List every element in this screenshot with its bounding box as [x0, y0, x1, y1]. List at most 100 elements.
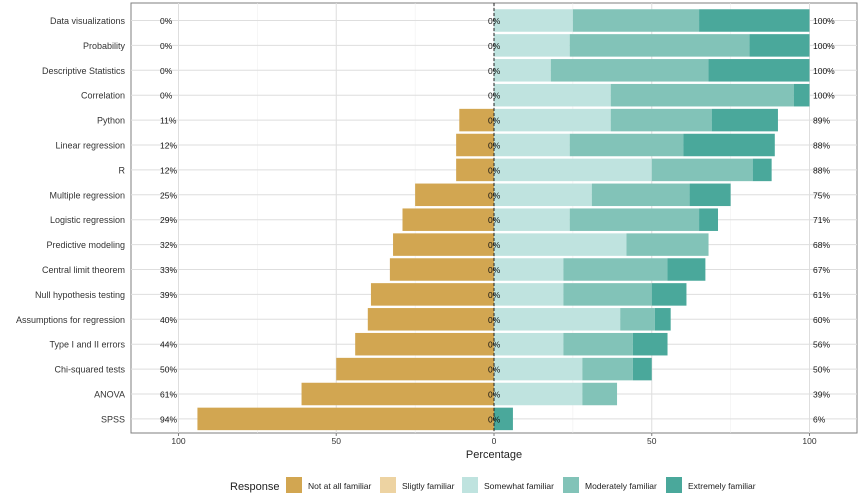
- bar-segment-moderately-familiar: [582, 357, 633, 381]
- center-percent-label: 0%: [488, 290, 501, 300]
- left-percent-label: 33%: [160, 265, 177, 275]
- right-percent-label: 71%: [813, 215, 830, 225]
- left-percent-label: 12%: [160, 165, 177, 175]
- bar-segment-extremely-familiar: [667, 258, 706, 281]
- legend-swatch-not-at-all-familiar: [286, 477, 302, 493]
- bar-segment-moderately-familiar: [550, 59, 709, 82]
- y-tick-label: Python: [97, 116, 125, 126]
- bar-segment-not-at-all-familiar: [370, 283, 494, 306]
- center-percent-label: 0%: [488, 165, 501, 175]
- x-tick-label: 100: [171, 436, 185, 446]
- bar-segment-extremely-familiar: [699, 208, 719, 231]
- bar-segment-moderately-familiar: [610, 83, 794, 107]
- bar-segment-extremely-familiar: [632, 332, 668, 356]
- left-percent-label: 25%: [160, 190, 177, 200]
- y-tick-label: Multiple regression: [49, 190, 125, 200]
- bar-segment-somewhat-familiar: [494, 59, 551, 82]
- left-percent-label: 0%: [160, 66, 173, 76]
- right-percent-label: 89%: [813, 116, 830, 126]
- bar-segment-somewhat-familiar: [494, 308, 621, 331]
- bar-segment-extremely-familiar: [689, 183, 731, 207]
- left-percent-label: 50%: [160, 365, 177, 375]
- bar-segment-moderately-familiar: [610, 108, 712, 132]
- bar-segment-moderately-familiar: [651, 158, 753, 182]
- left-percent-label: 29%: [160, 215, 177, 225]
- bar-segment-moderately-familiar: [620, 308, 655, 331]
- bar-segment-somewhat-familiar: [494, 183, 592, 207]
- right-percent-label: 50%: [813, 365, 830, 375]
- right-percent-label: 56%: [813, 340, 830, 350]
- y-tick-label: Central limit theorem: [42, 265, 125, 275]
- left-percent-label: 11%: [160, 116, 177, 126]
- y-tick-label: Descriptive Statistics: [42, 66, 126, 76]
- right-percent-label: 88%: [813, 165, 830, 175]
- right-percent-label: 75%: [813, 190, 830, 200]
- bar-segment-somewhat-familiar: [494, 9, 573, 32]
- bar-segment-extremely-familiar: [749, 34, 810, 57]
- right-percent-label: 60%: [813, 315, 830, 325]
- y-tick-label: Logistic regression: [50, 215, 125, 225]
- right-percent-label: 100%: [813, 66, 835, 76]
- x-tick-label: 50: [332, 436, 342, 446]
- right-percent-label: 100%: [813, 41, 835, 51]
- legend-label: Moderately familiar: [585, 481, 657, 491]
- bar-segment-moderately-familiar: [591, 183, 690, 207]
- y-tick-label: Data visualizations: [50, 16, 126, 26]
- left-percent-label: 12%: [160, 141, 177, 151]
- bar-segment-somewhat-familiar: [494, 208, 570, 231]
- bar-segment-somewhat-familiar: [494, 258, 564, 281]
- left-percent-label: 94%: [160, 414, 177, 424]
- left-percent-label: 0%: [160, 41, 173, 51]
- bar-segment-extremely-familiar: [708, 59, 810, 82]
- center-percent-label: 0%: [488, 390, 501, 400]
- center-percent-label: 0%: [488, 66, 501, 76]
- bar-segment-extremely-familiar: [711, 108, 778, 132]
- bar-segment-moderately-familiar: [582, 382, 618, 406]
- center-percent-label: 0%: [488, 116, 501, 126]
- center-percent-label: 0%: [488, 365, 501, 375]
- right-percent-label: 100%: [813, 16, 835, 26]
- bar-segment-somewhat-familiar: [494, 382, 583, 406]
- y-axis-labels: Data visualizations Probability Descriptiv…: [16, 16, 126, 424]
- y-tick-label: R: [119, 165, 126, 175]
- bar-segment-not-at-all-familiar: [355, 332, 494, 356]
- y-tick-label: Null hypothesis testing: [35, 290, 125, 300]
- right-percent-label: 39%: [813, 390, 830, 400]
- bar-segment-not-at-all-familiar: [456, 158, 494, 182]
- center-percent-label: 0%: [488, 215, 501, 225]
- center-percent-label: 0%: [488, 16, 501, 26]
- x-axis-ticks: 100 50 0 50 100: [171, 433, 817, 446]
- bar-segment-not-at-all-familiar: [456, 133, 494, 157]
- bar-segment-extremely-familiar: [699, 9, 810, 32]
- bar-segment-not-at-all-familiar: [415, 183, 494, 207]
- y-tick-label: ANOVA: [94, 390, 125, 400]
- bar-segment-somewhat-familiar: [494, 233, 627, 256]
- bar-segment-not-at-all-familiar: [336, 357, 494, 381]
- center-percent-label: 0%: [488, 240, 501, 250]
- bar-segment-moderately-familiar: [572, 9, 700, 32]
- bar-segment-not-at-all-familiar: [197, 407, 494, 431]
- bar-segment-not-at-all-familiar: [402, 208, 494, 231]
- bar-segment-moderately-familiar: [563, 258, 668, 281]
- bar-segment-extremely-familiar: [654, 308, 671, 331]
- right-percent-label: 67%: [813, 265, 830, 275]
- x-axis-title: Percentage: [466, 449, 522, 461]
- bar-segment-moderately-familiar: [569, 133, 684, 157]
- center-percent-label: 0%: [488, 141, 501, 151]
- legend-label: Not at all familiar: [308, 481, 371, 491]
- legend-swatch-sligtly-familiar: [380, 477, 396, 493]
- y-tick-label: Probability: [83, 41, 126, 51]
- legend-label: Extremely familiar: [688, 481, 756, 491]
- bar-segment-not-at-all-familiar: [389, 258, 494, 281]
- left-percent-label: 32%: [160, 240, 177, 250]
- center-percent-label: 0%: [488, 414, 501, 424]
- y-tick-label: Assumptions for regression: [16, 315, 125, 325]
- bars: [197, 9, 810, 431]
- legend-swatch-moderately-familiar: [563, 477, 579, 493]
- x-tick-label: 0: [492, 436, 497, 446]
- y-tick-label: Chi-squared tests: [54, 365, 125, 375]
- bar-segment-somewhat-familiar: [494, 332, 564, 356]
- bar-segment-moderately-familiar: [626, 233, 709, 256]
- bar-segment-somewhat-familiar: [494, 34, 570, 57]
- x-tick-label: 100: [802, 436, 816, 446]
